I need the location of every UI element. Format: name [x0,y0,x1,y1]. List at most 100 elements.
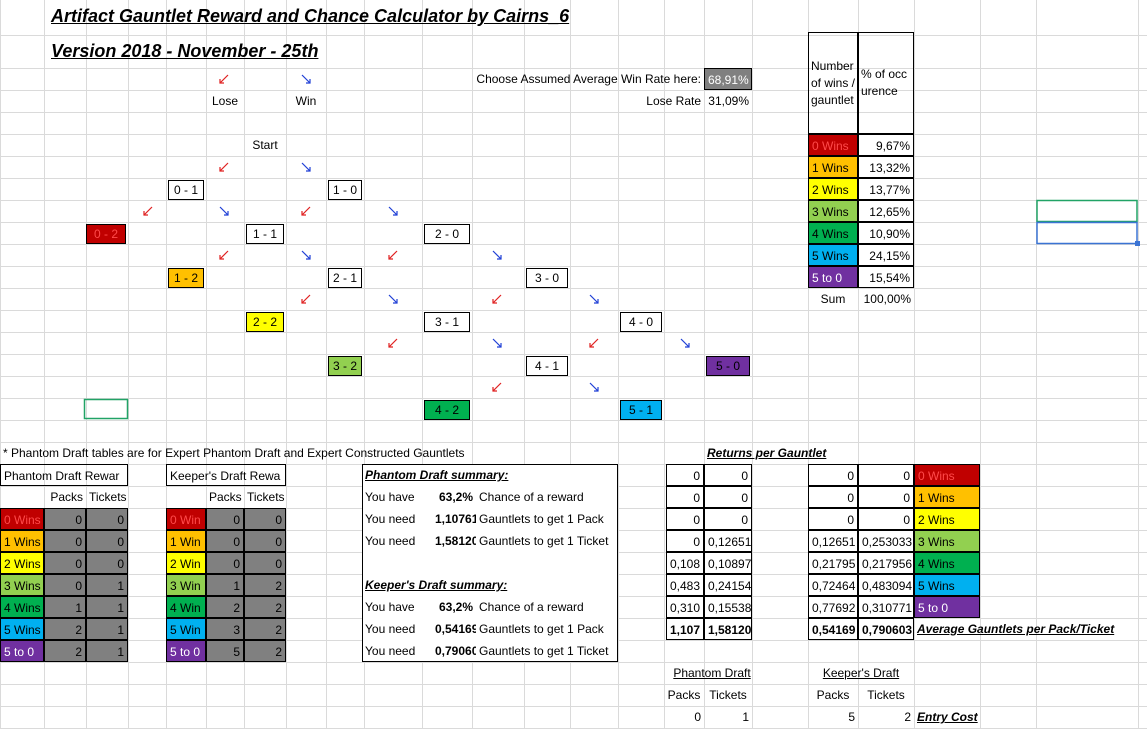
reward-packs: 5 [206,640,244,662]
return-value: 0,54169 [808,618,858,640]
arrow [388,294,398,304]
arrow-head [497,255,502,260]
arrow [301,206,311,216]
reward-packs: 0 [44,508,86,530]
summary-value: 63,2% [438,600,473,614]
reward-packs: 0 [206,530,244,552]
bracket-node: 3 - 0 [526,268,568,288]
sum-label: Sum [820,292,846,306]
reward-packs: 0 [206,508,244,530]
arrow [589,382,599,392]
return-label: 5 to 0 [914,596,980,618]
return-value: 0,310771 [858,596,914,618]
arrow [219,206,229,216]
dist-label: 3 Wins [808,200,858,222]
summary-text: You have [365,490,415,504]
arrow [492,250,502,260]
return-value: 0 [858,486,914,508]
return-value: 0 [808,508,858,530]
reward-packs: 1 [206,574,244,596]
entry-value: 5 [848,710,855,724]
entry-title: Phantom Draft [673,666,751,680]
bracket-node: 5 - 1 [620,400,662,420]
return-value: 0,21795 [808,552,858,574]
arrow [219,74,229,84]
arrow-head [306,167,311,172]
summary-text: Chance of a reward [479,600,584,614]
reward-label: 1 Wins [0,530,44,552]
bracket-node: 4 - 1 [526,356,568,376]
summary-value: 63,2% [438,490,473,504]
bracket-node: 1 - 0 [328,180,362,200]
return-label: 3 Wins [914,530,980,552]
bracket-node: 5 - 0 [706,356,750,376]
selected-cell [1036,199,1138,223]
return-label: 0 Wins [914,464,980,486]
reward-label: 3 Win [166,574,206,596]
arrow-head [143,211,148,216]
return-value: 0,253033 [858,530,914,552]
return-value: 0 [808,486,858,508]
summary-text: You need [365,534,416,548]
summary-title: Keeper's Draft summary: [365,578,508,592]
return-value: 0,217956 [858,552,914,574]
return-value: 0 [666,530,704,552]
reward-header: Packs [50,490,83,504]
dist-value: 15,54% [858,266,914,288]
reward-label: 1 Win [166,530,206,552]
title: Artifact Gauntlet Reward and Chance Calc… [51,6,570,26]
reward-packs: 0 [44,574,86,596]
win-rate-value: 68,91% [704,68,752,90]
summary-text: You need [365,512,416,526]
bracket-node: 1 - 1 [246,224,284,244]
reward-label: 4 Win [166,596,206,618]
dist-value: 10,90% [858,222,914,244]
reward-tickets: 1 [86,596,128,618]
arrow [301,162,311,172]
reward-tickets: 2 [244,618,286,640]
return-value: 0 [858,508,914,530]
reward-packs: 2 [44,640,86,662]
arrow-head [306,79,311,84]
bracket-node: 2 - 1 [328,268,362,288]
summary-text: Gauntlets to get 1 Ticket [479,644,609,658]
entry-header: Packs [816,688,850,702]
arrow [388,206,398,216]
entry-value: 0 [694,710,701,724]
return-value: 1,107 [666,618,704,640]
reward-tickets: 0 [86,508,128,530]
reward-label: 5 to 0 [0,640,44,662]
summary-value: 0,54169 [435,622,476,636]
entry-value: 1 [742,710,749,724]
return-value: 0,77692 [808,596,858,618]
return-value: 0,72464 [808,574,858,596]
arrow-head [589,343,594,348]
return-label: 4 Wins [914,552,980,574]
note: * Phantom Draft tables are for Expert Ph… [3,446,465,460]
reward-packs: 2 [206,596,244,618]
arrow [301,294,311,304]
arrow-head [219,255,224,260]
arrow-head [224,211,229,216]
dist-value: 24,15% [858,244,914,266]
arrow-head [301,211,306,216]
reward-tickets: 0 [244,530,286,552]
return-value: 0,310 [666,596,704,618]
summary-text: Gauntlets to get 1 Ticket [479,534,609,548]
arrow [680,338,690,348]
bracket-node: 0 - 1 [168,180,204,200]
arrow [589,294,599,304]
reward-label: 3 Wins [0,574,44,596]
summary-text: Chance of a reward [479,490,584,504]
summary-text: Gauntlets to get 1 Pack [479,622,604,636]
fill-handle [1135,241,1140,246]
reward-tickets: 0 [244,552,286,574]
reward-label: 4 Wins [0,596,44,618]
dist-header: Number of wins / gauntlet [808,32,858,134]
summary-text: Gauntlets to get 1 Pack [479,512,604,526]
reward-packs: 1 [44,596,86,618]
bracket-node: 4 - 0 [620,312,662,332]
reward-tickets: 0 [86,530,128,552]
arrow-head [219,167,224,172]
